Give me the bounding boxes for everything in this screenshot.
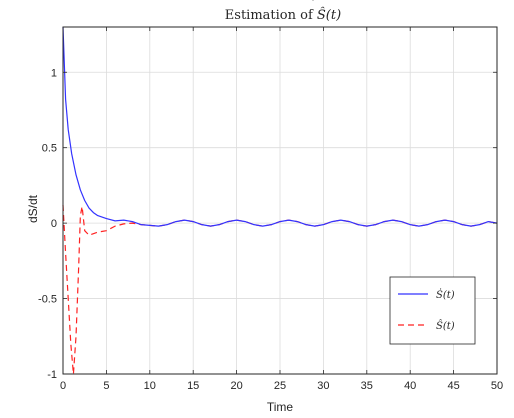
series-group [62, 26, 498, 375]
ticks: 0 5 10 15 20 25 30 35 40 45 50 -1 -0.5 0 0.5 1 [38, 27, 503, 392]
y-tick-label: 0.5 [42, 143, 57, 155]
series-line-1 [62, 26, 498, 227]
y-tick-label: -0.5 [38, 294, 57, 306]
chart-title-math: Ŝ(t) [317, 6, 341, 23]
chart-title: Estimation of Ŝ(t) [225, 6, 341, 23]
x-tick-label: 15 [187, 380, 199, 392]
y-tick-label: -1 [47, 369, 57, 381]
x-tick-label: 35 [361, 380, 373, 392]
y-tick-label: 1 [51, 67, 57, 79]
y-tick-label: 0 [51, 218, 57, 230]
chart-title-prefix: Estimation of [225, 8, 317, 23]
x-tick-label: 50 [491, 380, 503, 392]
x-axis-label: Time [267, 400, 294, 414]
x-tick-label: 0 [60, 380, 66, 392]
x-tick-label: 20 [230, 380, 242, 392]
legend: Ṡ(t) Ŝ(t) [389, 276, 476, 345]
legend-box [389, 276, 476, 345]
legend-label-series-1: Ṡ(t) [436, 289, 455, 301]
y-axis-label: dS/dt [26, 194, 40, 223]
x-tick-label: 40 [404, 380, 416, 392]
x-tick-label: 45 [447, 380, 459, 392]
x-tick-label: 30 [317, 380, 329, 392]
x-tick-label: 5 [103, 380, 109, 392]
x-tick-label: 10 [144, 380, 156, 392]
x-tick-label: 25 [274, 380, 286, 392]
legend-label-series-2: Ŝ(t) [436, 320, 455, 332]
chart-title-hat: ˙ [310, 0, 317, 13]
